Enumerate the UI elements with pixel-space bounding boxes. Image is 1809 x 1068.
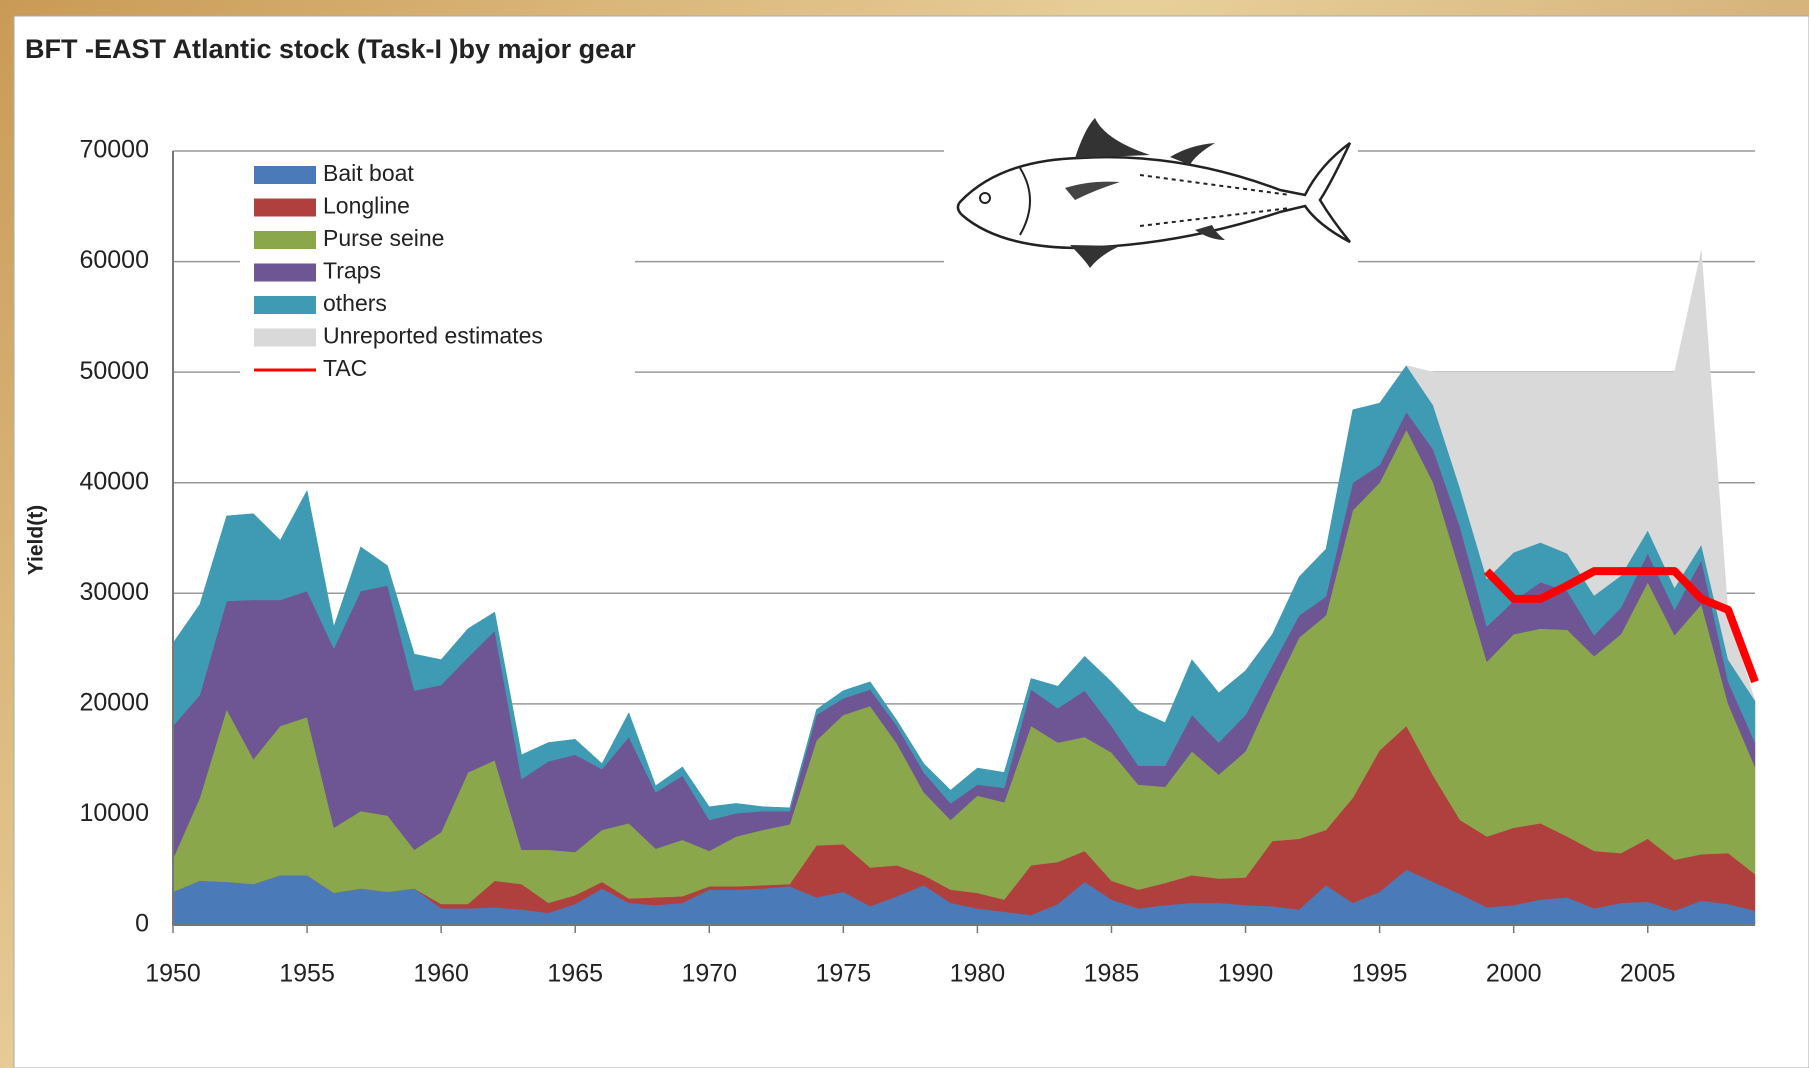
fish-finlets (1139, 174, 1291, 227)
fish-body (956, 141, 1352, 250)
x-tick-label: 1990 (1218, 960, 1274, 988)
legend-label: Unreported estimates (323, 323, 543, 349)
y-tick-label: 70000 (79, 136, 149, 164)
fish-pectoral (1065, 181, 1120, 200)
x-tick-label: 1955 (279, 960, 335, 988)
area (1405, 250, 1756, 701)
x-tick-label: 1965 (547, 960, 603, 988)
plot (172, 250, 1759, 926)
legend-label: Longline (323, 193, 410, 219)
legend-swatch (254, 198, 316, 217)
fish-fin (1075, 118, 1150, 158)
x-tick-label: 2000 (1486, 960, 1542, 988)
legend-swatch (254, 231, 316, 249)
legend-swatch (254, 166, 316, 184)
y-tick-label: 20000 (79, 688, 149, 716)
axes: 0 10000 20000 30000 40000 50000 60000 70000 1950… (79, 136, 1755, 988)
area (172, 365, 1756, 821)
legend-swatch (254, 296, 316, 314)
fish-eye (979, 192, 991, 204)
legend-label: Bait boat (323, 160, 414, 186)
line (1483, 567, 1759, 684)
x-tick-label: 1970 (681, 960, 737, 988)
y-tick-label: 0 (135, 910, 149, 938)
legend-label: others (323, 290, 387, 316)
fish-illustration (944, 112, 1358, 278)
fish-fin (1195, 225, 1225, 240)
y-tick-label: 50000 (79, 357, 149, 385)
legend-swatch (254, 328, 316, 347)
fish-fin (1070, 245, 1120, 268)
x-tick-label: 1975 (816, 960, 872, 988)
x-tick-label: 1960 (413, 960, 469, 988)
legend-swatch (254, 263, 316, 282)
y-tick-label: 30000 (79, 578, 149, 606)
legend-label: Traps (323, 258, 381, 284)
fish-fin (1170, 143, 1215, 165)
x-tick-label: 1985 (1084, 960, 1140, 988)
y-tick-label: 60000 (79, 246, 149, 274)
legend: Bait boat Longline Purse seine Traps others U… (254, 160, 543, 381)
x-tick-label: 1950 (145, 960, 201, 988)
y-tick-label: 10000 (79, 799, 149, 827)
chart-title: BFT -EAST Atlantic stock (Task-I )by maj… (25, 34, 636, 64)
x-tick-label: 1980 (950, 960, 1006, 988)
fish-gill (1019, 167, 1031, 236)
y-tick-label: 40000 (79, 467, 149, 495)
x-tick-label: 1995 (1352, 960, 1408, 988)
y-axis-label: Yield(t) (25, 505, 48, 575)
x-tick-label: 2005 (1620, 960, 1676, 988)
legend-label: TAC (323, 355, 367, 381)
legend-label: Purse seine (323, 225, 444, 251)
